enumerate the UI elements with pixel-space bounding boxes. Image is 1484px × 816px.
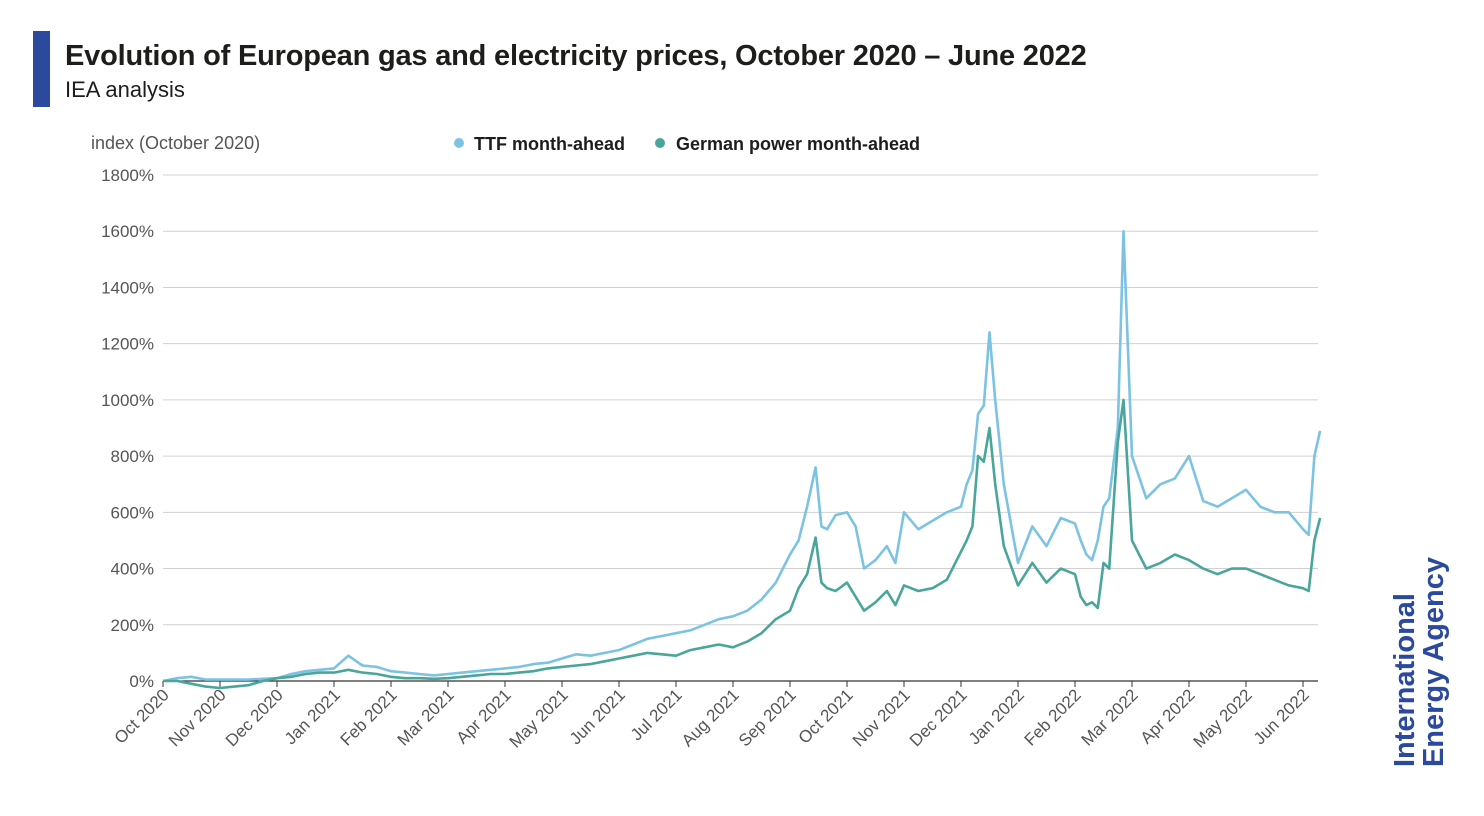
legend-label-ttf: TTF month-ahead [474, 134, 625, 154]
iea-logo-line-1: International [1389, 593, 1421, 768]
grid-layer [163, 174, 1318, 682]
x-tick-label: Nov 2021 [849, 685, 914, 750]
legend: TTF month-ahead German power month-ahead [454, 134, 920, 154]
x-tick-label: Feb 2021 [337, 685, 401, 749]
x-tick-label: Nov 2020 [165, 685, 230, 750]
x-tick-label: Mar 2021 [394, 685, 458, 749]
y-tick-label: 200% [111, 616, 154, 635]
x-tick-label: Dec 2020 [222, 685, 287, 750]
series-line-ttf [162, 229, 1322, 683]
x-tick-label: Mar 2022 [1078, 685, 1142, 749]
y-axis-ticks: 0% 200% 400% 600% 800% 1000% 1200% 1400% 1600% 18… [101, 166, 154, 691]
x-tick-label: Dec 2021 [906, 685, 971, 750]
legend-marker-power [655, 138, 665, 148]
series-layer [162, 229, 1322, 690]
y-tick-label: 0% [129, 672, 154, 691]
chart-title: Evolution of European gas and electricit… [65, 40, 1087, 72]
x-tick-label: Oct 2021 [795, 685, 857, 747]
y-tick-label: 1800% [101, 166, 154, 185]
x-tick-label: Jan 2022 [965, 685, 1028, 748]
y-tick-label: 600% [111, 503, 154, 522]
y-tick-label: 400% [111, 560, 154, 579]
x-tick-label: Jun 2022 [1250, 685, 1313, 748]
legend-marker-ttf [454, 138, 464, 148]
y-tick-label: 1000% [101, 391, 154, 410]
y-tick-label: 1400% [101, 278, 154, 297]
x-tick-label: Jun 2021 [566, 685, 629, 748]
chart-subtitle: IEA analysis [65, 77, 185, 102]
series-line-power [163, 398, 1322, 690]
iea-logo-text: International Energy Agency [1389, 556, 1450, 768]
x-tick-label: Feb 2022 [1021, 685, 1085, 749]
x-tick-label: Oct 2020 [111, 685, 173, 747]
y-tick-label: 800% [111, 447, 154, 466]
legend-label-power: German power month-ahead [676, 134, 920, 154]
x-tick-label: Sep 2021 [735, 685, 800, 750]
x-tick-label: Jul 2021 [627, 685, 686, 744]
x-tick-label: May 2021 [506, 685, 572, 751]
title-accent-bar [33, 31, 50, 107]
iea-logo-line-2: Energy Agency [1418, 556, 1450, 768]
x-tick-label: Jan 2021 [281, 685, 344, 748]
x-tick-label: May 2022 [1190, 685, 1256, 751]
x-tick-label: Aug 2021 [678, 685, 743, 750]
y-tick-label: 1600% [101, 222, 154, 241]
y-tick-label: 1200% [101, 335, 154, 354]
y-axis-unit-label: index (October 2020) [91, 133, 260, 153]
